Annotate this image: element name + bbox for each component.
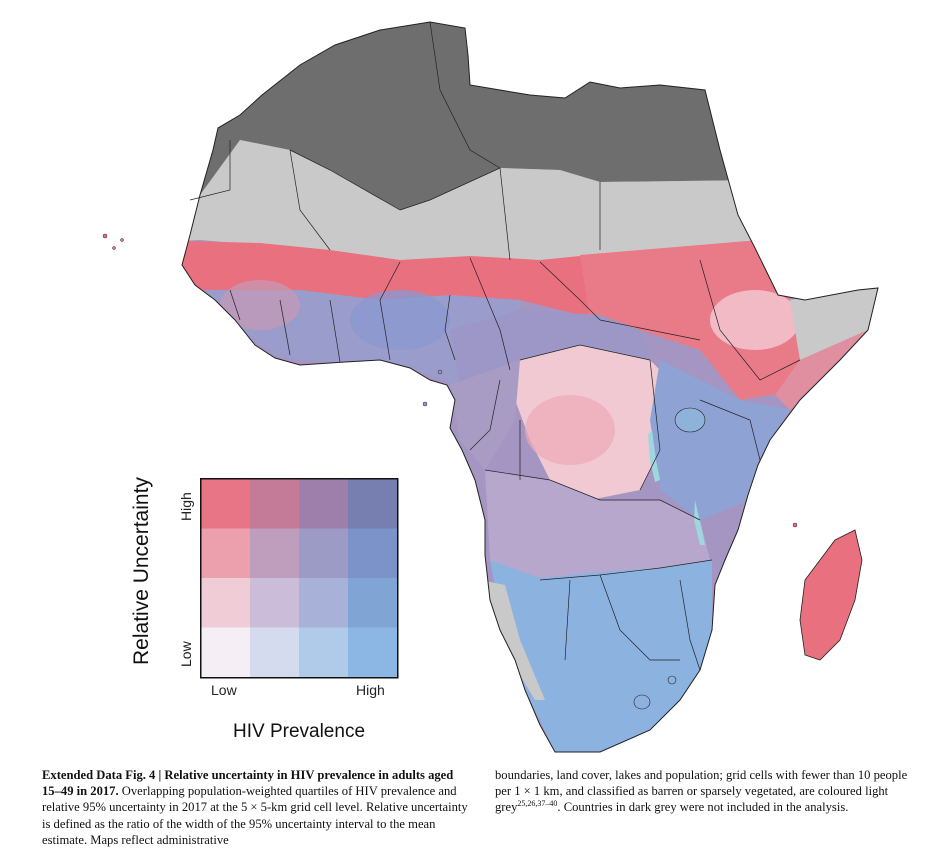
- legend-x-high: High: [356, 682, 385, 698]
- sparse-sahara-band: [182, 140, 760, 262]
- caption-body-left: Overlapping population-weighted quartile…: [42, 784, 468, 847]
- somalia-coast: [775, 330, 868, 410]
- lesotho: [633, 694, 651, 710]
- namibia-coast-sparse: [480, 580, 545, 700]
- africa-map: [102, 21, 879, 753]
- legend-cell: [348, 578, 398, 628]
- legend-cell: [201, 528, 251, 579]
- legend-cell: [201, 627, 251, 678]
- caption-body-right-2: . Countries in dark grey were not includ…: [557, 800, 849, 815]
- legend-cell: [250, 578, 300, 628]
- caption-body-right-1: boundaries, land cover, lakes and popula…: [495, 768, 908, 815]
- legend-y-low: Low: [178, 641, 194, 667]
- legend-cell: [250, 479, 300, 529]
- east-high-uncertainty: [580, 240, 830, 400]
- legend-cell: [348, 479, 398, 529]
- caption-left-column: Extended Data Fig. 4 | Relative uncertai…: [42, 767, 474, 848]
- sao-tome-island: [422, 401, 428, 407]
- legend-cell: [299, 528, 349, 579]
- ethiopia-pale-area: [710, 290, 800, 350]
- legend-cell: [250, 627, 300, 678]
- legend-cell: [348, 627, 398, 678]
- lake-malawi: [694, 500, 705, 545]
- eswatini: [667, 675, 677, 685]
- legend-x-axis-label: HIV Prevalence: [233, 721, 366, 742]
- legend-cell: [201, 479, 251, 529]
- country-borders: [181, 21, 879, 753]
- legend-cell: [299, 479, 349, 529]
- legend-y-axis-label: Relative Uncertainty: [130, 477, 153, 665]
- caption-right-column: boundaries, land cover, lakes and popula…: [495, 767, 915, 816]
- legend-border: [200, 478, 399, 679]
- legend-cell: [250, 528, 300, 579]
- lake-victoria: [674, 407, 706, 433]
- caption-refs: 25,26,37–40: [517, 799, 558, 809]
- legend-color-matrix: [200, 478, 399, 679]
- legend-cell: [299, 627, 349, 678]
- legend-cell: [201, 578, 251, 628]
- bivariate-legend: Relative Uncertainty High Low Low High H…: [130, 475, 430, 755]
- comoros-island: [792, 522, 798, 528]
- cape-verde-islands: [102, 233, 108, 239]
- legend-cell: [299, 578, 349, 628]
- lake-tanganyika: [648, 430, 660, 482]
- madagascar: [799, 529, 863, 661]
- somalia-sparse: [790, 285, 878, 360]
- caption-label: Extended Data Fig. 4 | Relative uncertai…: [42, 768, 454, 799]
- legend-y-high: High: [178, 492, 194, 521]
- legend-x-low: Low: [211, 682, 237, 698]
- legend-cell: [348, 528, 398, 579]
- southern-africa-blue: [490, 560, 712, 752]
